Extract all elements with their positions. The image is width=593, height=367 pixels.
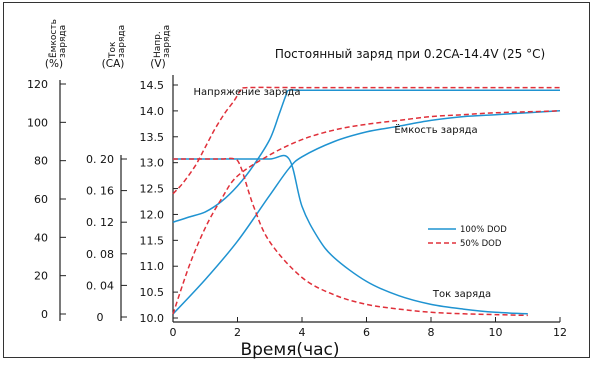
capacity-tick-label: 120: [27, 78, 48, 91]
voltage-tick-label: 11.0: [140, 260, 165, 273]
x-axis-label: Время(час): [240, 340, 339, 360]
x-tick-label: 8: [428, 326, 435, 339]
axis-header-line: заряда: [58, 25, 68, 58]
current-tick-label: 0. 04: [86, 279, 114, 292]
voltage-tick-label: 11.5: [140, 234, 165, 247]
voltage-tick-label: 12.5: [140, 183, 165, 196]
voltage-tick-label: 14.5: [140, 79, 165, 92]
axis-unit-1: (CA): [102, 58, 125, 70]
x-tick-label: 10: [489, 326, 503, 339]
chart-title: Постоянный заряд при 0.2CA-14.4V (25 °C): [275, 47, 545, 61]
axis-header-line: заряда: [162, 25, 172, 58]
series-group: [172, 86, 561, 317]
capacity-tick-label: 100: [27, 116, 48, 129]
axis-header-line: Ёмкость: [48, 19, 59, 58]
axis-header-1: Токзаряда: [108, 25, 127, 59]
current-tick-label: 0. 12: [86, 216, 114, 229]
voltage-tick-label: 12.0: [140, 208, 165, 221]
capacity-tick-label: 60: [34, 193, 48, 206]
current-annotation: Ток заряда: [432, 289, 491, 300]
dod50-voltage-line: [172, 86, 560, 195]
voltage-annotation: Напряжение заряда: [194, 87, 301, 98]
dod50-current-line: [173, 157, 528, 317]
capacity-tick-label: 40: [34, 231, 48, 244]
x-tick-label: 6: [363, 326, 370, 339]
legend: 100% DOD 50% DOD: [428, 225, 507, 249]
current-tick-label: 0. 20: [86, 153, 114, 166]
dod100-current-line: [173, 154, 528, 315]
legend-label-0: 100% DOD: [460, 225, 507, 235]
legend-label-1: 50% DOD: [460, 239, 502, 249]
axis-unit-2: (V): [150, 58, 165, 70]
axis-header-line: Напр.: [153, 31, 163, 58]
voltage-tick-label: 13.5: [140, 131, 165, 144]
voltage-tick-label: 13.0: [140, 157, 165, 170]
axis-header-line: Ток: [108, 41, 118, 59]
dod100-voltage-line: [172, 89, 560, 223]
capacity-tick-label: 0: [41, 308, 48, 321]
current-tick-label: 0: [97, 311, 104, 324]
axis-header-line: заряда: [117, 25, 127, 58]
chart-border: [3, 2, 590, 358]
axis-unit-0: (%): [45, 58, 63, 70]
voltage-tick-label: 10.0: [140, 312, 165, 325]
current-tick-label: 0. 08: [86, 248, 114, 261]
x-tick-label: 2: [234, 326, 241, 339]
capacity-tick-label: 20: [34, 270, 48, 283]
capacity-tick-label: 80: [34, 155, 48, 168]
x-tick-label: 4: [299, 326, 306, 339]
axis-header-2: Напр.заряда: [153, 25, 172, 58]
x-tick-label: 0: [170, 326, 177, 339]
current-tick-label: 0. 16: [86, 185, 114, 198]
capacity-annotation: Ёмкость заряда: [394, 123, 477, 136]
voltage-tick-label: 14.0: [140, 105, 165, 118]
axis-header-0: Ёмкостьзаряда: [48, 19, 68, 58]
dod100-capacity-line: [172, 110, 561, 315]
voltage-tick-label: 10.5: [140, 286, 165, 299]
x-tick-label: 12: [553, 326, 567, 339]
axis-headers: Ёмкостьзаряда(%)Токзаряда(CA)Напр.заряда…: [45, 19, 172, 70]
